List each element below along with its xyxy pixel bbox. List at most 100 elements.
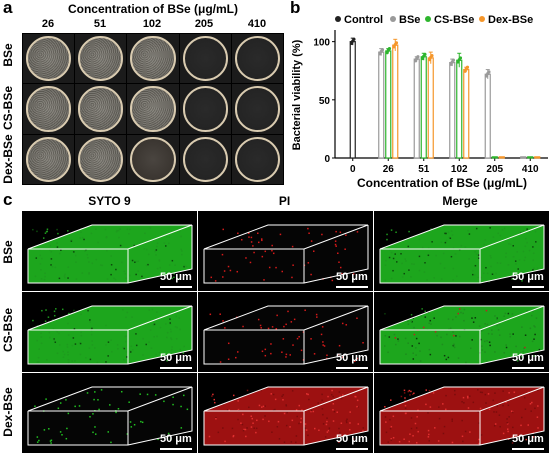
data-point [423,52,427,57]
stain-speck [352,437,355,440]
stain-speck [452,267,455,270]
biofilm-slab [28,306,192,364]
stain-speck [248,236,250,238]
stain-speck [41,257,43,260]
stain-speck [90,328,92,331]
stain-speck [80,331,82,334]
stain-speck [142,337,144,340]
stain-speck [458,308,461,310]
stain-speck [331,389,333,392]
stain-speck [362,427,365,429]
stain-speck [56,242,58,244]
petri-dish [234,36,281,82]
stain-speck [157,438,159,441]
stain-speck [452,334,455,337]
stain-speck [125,277,127,280]
stain-speck [414,235,417,238]
stain-speck [58,277,61,280]
stain-speck [477,254,480,256]
stain-speck [241,423,244,426]
stain-speck [535,317,538,319]
stain-speck [180,405,182,408]
stain-speck [295,435,298,437]
stain-speck [537,405,539,407]
stain-speck [71,360,73,362]
stain-speck [61,434,63,436]
stain-speck [345,420,348,422]
stain-speck [80,334,83,337]
stain-speck [36,436,39,438]
stain-speck [530,410,532,412]
stain-speck [277,420,280,423]
x-tick-label: 51 [418,164,430,175]
stain-speck [321,233,323,236]
stain-speck [507,430,509,433]
stain-speck [384,264,387,266]
stain-speck [385,259,387,262]
stain-speck [300,417,302,420]
stain-speck [110,273,112,276]
stain-speck [404,397,406,399]
stain-speck [357,423,360,425]
stain-speck [447,318,450,320]
stain-speck [514,434,516,436]
petri-dish [182,136,228,182]
stain-speck [522,250,525,253]
stain-speck [81,272,84,274]
stain-speck [211,395,213,397]
petri-dish [182,86,228,132]
stain-speck [93,398,95,401]
stain-speck [339,266,342,269]
stain-speck [507,312,510,315]
stain-speck [212,393,214,396]
petri-dish-cell [179,134,231,184]
stain-speck [53,314,56,317]
legend-label-dex-bse: Dex-BSe [488,14,533,26]
stain-speck [122,309,124,311]
stain-speck [322,344,324,346]
stain-speck [438,417,441,420]
petri-dish [234,86,281,132]
stain-speck [512,333,514,335]
stain-speck [524,334,527,336]
stain-speck [263,279,265,281]
stain-speck [502,390,504,392]
row-label: CS-BSe [1,308,15,353]
stain-speck [53,310,56,313]
stain-speck [425,403,427,406]
biofilm-slab [204,387,368,445]
stain-speck [74,343,77,345]
stain-speck [509,333,511,335]
stain-speck [498,323,500,326]
stain-speck [255,431,257,434]
stain-speck [222,427,224,429]
y-tick-label: 0 [324,154,330,165]
stain-speck [340,397,343,400]
stain-speck [245,435,247,438]
stain-speck [250,236,253,239]
stain-speck [213,398,215,401]
stain-speck [55,308,57,310]
stain-speck [308,398,310,401]
stain-speck [85,357,87,359]
stain-speck [42,237,45,239]
stain-speck [129,349,132,352]
stain-speck [533,355,535,357]
stain-speck [237,418,239,421]
stain-speck [177,278,180,280]
stain-speck [130,361,133,363]
stain-speck [171,346,173,348]
stain-speck [445,358,448,361]
stain-speck [464,430,467,433]
panel-b-letter: b [290,0,301,17]
stain-speck [145,343,147,346]
scale-bar [160,286,192,288]
stain-speck [487,332,490,335]
stain-speck [57,407,60,410]
stain-speck [323,345,326,347]
stain-speck [505,256,507,258]
stain-speck [44,232,47,234]
scale-bar-label: 50 μm [336,433,368,445]
stain-speck [97,241,99,244]
stain-speck [384,345,386,347]
